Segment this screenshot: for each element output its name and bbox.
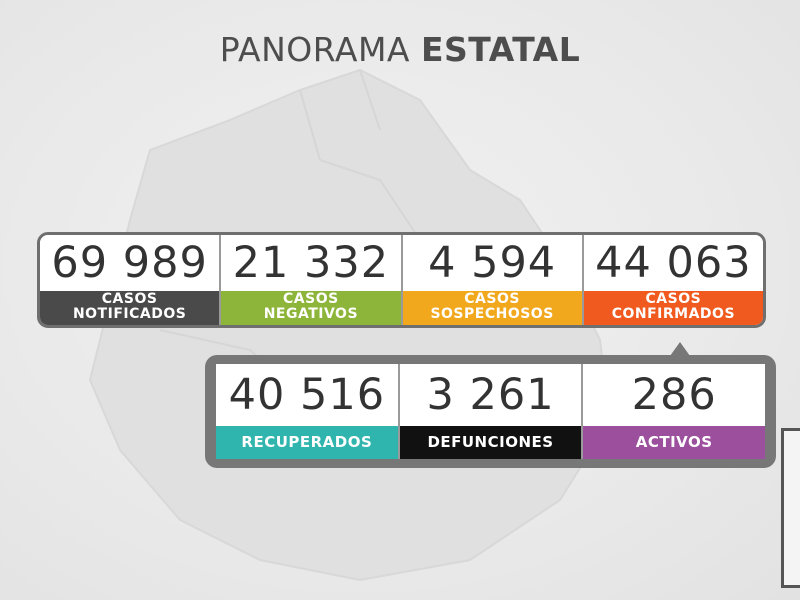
- stat-value: 44 063: [583, 235, 763, 291]
- stat-casos-confirmados: 44 063 CASOS CONFIRMADOS: [583, 235, 763, 325]
- stat-label: CASOS SOSPECHOSOS: [402, 291, 582, 325]
- stat-value: 286: [583, 364, 766, 426]
- stat-label: ACTIVOS: [583, 426, 766, 459]
- side-frame-edge: [781, 428, 800, 588]
- stat-label: DEFUNCIONES: [399, 426, 582, 459]
- stat-defunciones: 3 261 DEFUNCIONES: [399, 364, 584, 459]
- stat-label: CASOS CONFIRMADOS: [583, 291, 763, 325]
- stat-label: CASOS NEGATIVOS: [221, 291, 401, 325]
- title-light-text: PANORAMA: [219, 30, 421, 69]
- stat-casos-sospechosos: 4 594 CASOS SOSPECHOSOS: [402, 235, 584, 325]
- page-title: PANORAMA ESTATAL: [0, 30, 800, 69]
- stat-label: CASOS NOTIFICADOS: [40, 291, 220, 325]
- stat-casos-negativos: 21 332 CASOS NEGATIVOS: [221, 235, 403, 325]
- confirmed-breakdown-panel: 40 516 RECUPERADOS 3 261 DEFUNCIONES 286…: [205, 355, 776, 468]
- stat-recuperados: 40 516 RECUPERADOS: [216, 364, 400, 459]
- stat-casos-notificados: 69 989 CASOS NOTIFICADOS: [40, 235, 222, 325]
- stat-value: 4 594: [402, 235, 582, 291]
- confirmed-breakdown-pointer: [670, 342, 690, 356]
- stat-value: 21 332: [221, 235, 401, 291]
- confirmed-breakdown-row: 40 516 RECUPERADOS 3 261 DEFUNCIONES 286…: [216, 364, 766, 459]
- stat-value: 40 516: [216, 364, 398, 426]
- cases-stats-row: 69 989 CASOS NOTIFICADOS 21 332 CASOS NE…: [37, 232, 766, 328]
- stat-label: RECUPERADOS: [216, 426, 398, 459]
- stat-activos: 286 ACTIVOS: [583, 364, 766, 459]
- stat-value: 3 261: [399, 364, 582, 426]
- stat-value: 69 989: [40, 235, 220, 291]
- title-bold-text: ESTATAL: [420, 30, 581, 69]
